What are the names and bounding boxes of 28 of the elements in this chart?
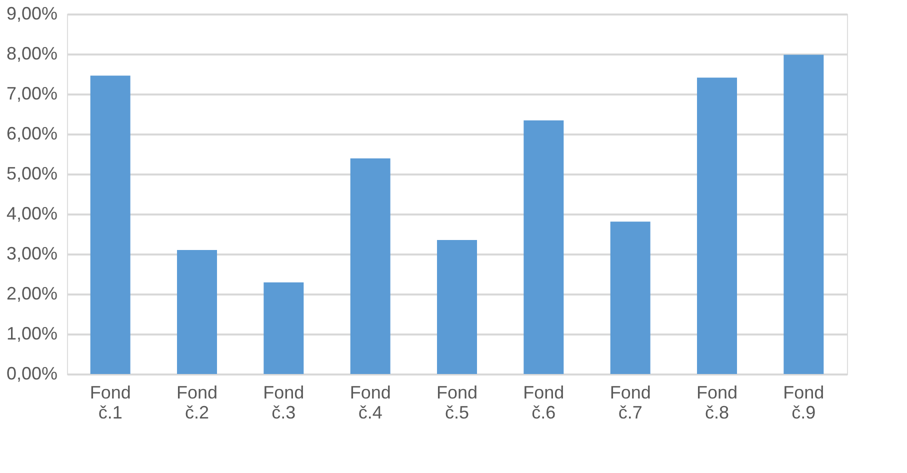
y-tick-label: 1,00% <box>6 324 58 344</box>
bar <box>350 158 390 374</box>
y-tick-label: 7,00% <box>6 84 58 104</box>
y-tick-label: 8,00% <box>6 44 58 64</box>
y-tick-label: 0,00% <box>6 364 58 384</box>
bar <box>90 76 130 374</box>
bar <box>610 222 650 374</box>
x-tick-label: Fond č.8 <box>696 382 738 422</box>
x-tick-label: Fond č.9 <box>783 382 824 422</box>
y-tick-label: 2,00% <box>6 284 58 304</box>
y-tick-label: 5,00% <box>6 164 58 184</box>
x-tick-label: Fond č.7 <box>610 382 651 422</box>
bar <box>784 54 824 374</box>
x-tick-label: Fond č.4 <box>350 382 391 422</box>
x-tick-label: Fond č.1 <box>90 382 131 422</box>
bar <box>524 120 564 374</box>
x-tick-label: Fond č.5 <box>436 382 478 422</box>
bar <box>437 240 477 374</box>
bar <box>177 250 217 374</box>
bar <box>697 78 737 374</box>
x-tick-label: Fond č.6 <box>523 382 564 422</box>
y-tick-label: 6,00% <box>6 124 58 144</box>
bar <box>264 282 304 374</box>
y-tick-label: 9,00% <box>6 4 58 24</box>
x-tick-label: Fond č.2 <box>176 382 218 422</box>
y-tick-label: 4,00% <box>6 204 58 224</box>
x-tick-label: Fond č.3 <box>263 382 304 422</box>
y-tick-label: 3,00% <box>6 244 58 264</box>
